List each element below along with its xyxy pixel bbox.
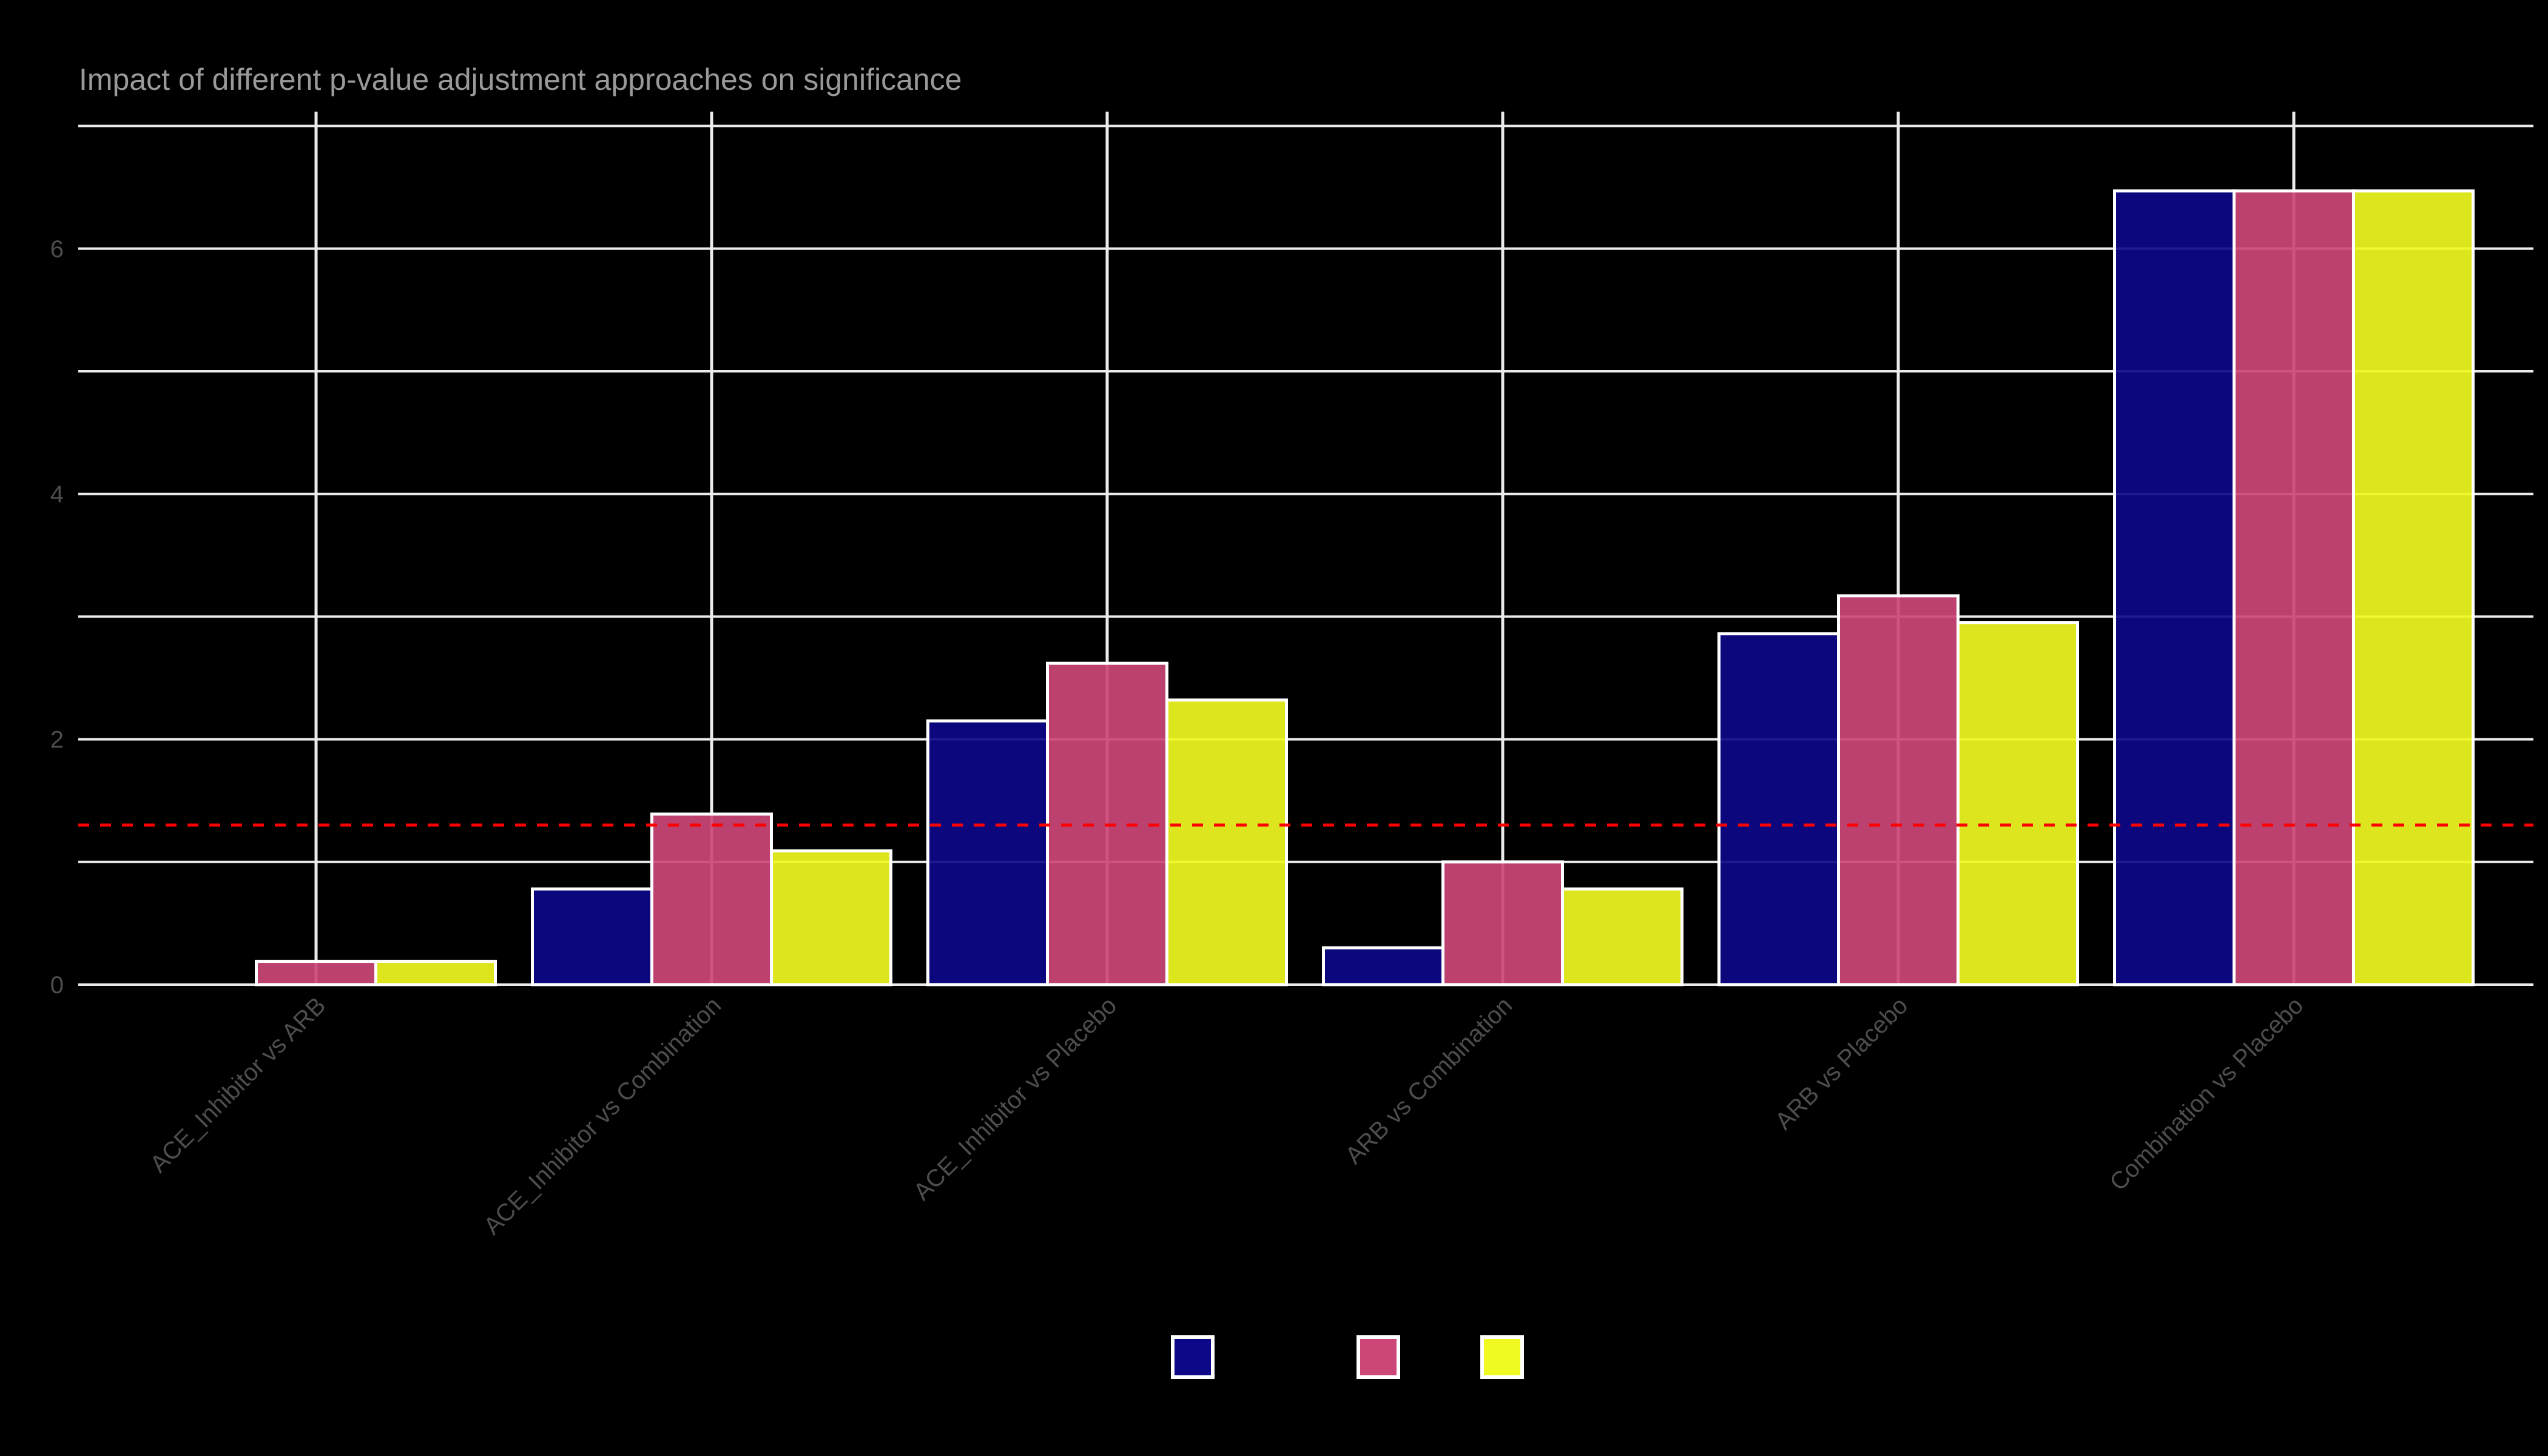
bar <box>1837 594 1960 986</box>
bar <box>2233 189 2355 986</box>
y-tick-label: 0 <box>50 972 64 999</box>
legend-item <box>1357 1335 1400 1379</box>
bar <box>770 849 892 986</box>
bar-group <box>2113 189 2475 986</box>
y-tick-label: 2 <box>50 727 64 753</box>
y-axis-ticks: 0 2 4 6 <box>50 236 64 999</box>
bar <box>1561 887 1684 986</box>
legend-item <box>1171 1335 1215 1379</box>
y-tick-label: 4 <box>50 481 64 508</box>
bar-group <box>255 960 497 986</box>
bar <box>531 887 653 986</box>
bars <box>255 189 2475 986</box>
legend-item <box>1480 1335 1524 1379</box>
bar <box>1441 860 1564 986</box>
bar <box>1165 698 1288 986</box>
chart-title: Impact of different p-value adjustment a… <box>79 62 962 96</box>
legend-key <box>1171 1335 1215 1379</box>
bar <box>1322 946 1444 986</box>
bar <box>1956 621 2079 986</box>
y-tick-label: 6 <box>50 236 64 263</box>
bar-group <box>531 812 892 986</box>
legend-key <box>1357 1335 1400 1379</box>
bar <box>374 960 497 986</box>
legend <box>1171 1335 1524 1379</box>
bar-group <box>1322 860 1684 986</box>
bar <box>2113 189 2236 986</box>
bar <box>2352 189 2475 986</box>
bar <box>650 812 773 986</box>
bar <box>926 719 1049 986</box>
bar-group <box>1717 594 2079 986</box>
bar <box>1717 632 1840 986</box>
legend-key <box>1480 1335 1524 1379</box>
bar <box>255 960 377 986</box>
